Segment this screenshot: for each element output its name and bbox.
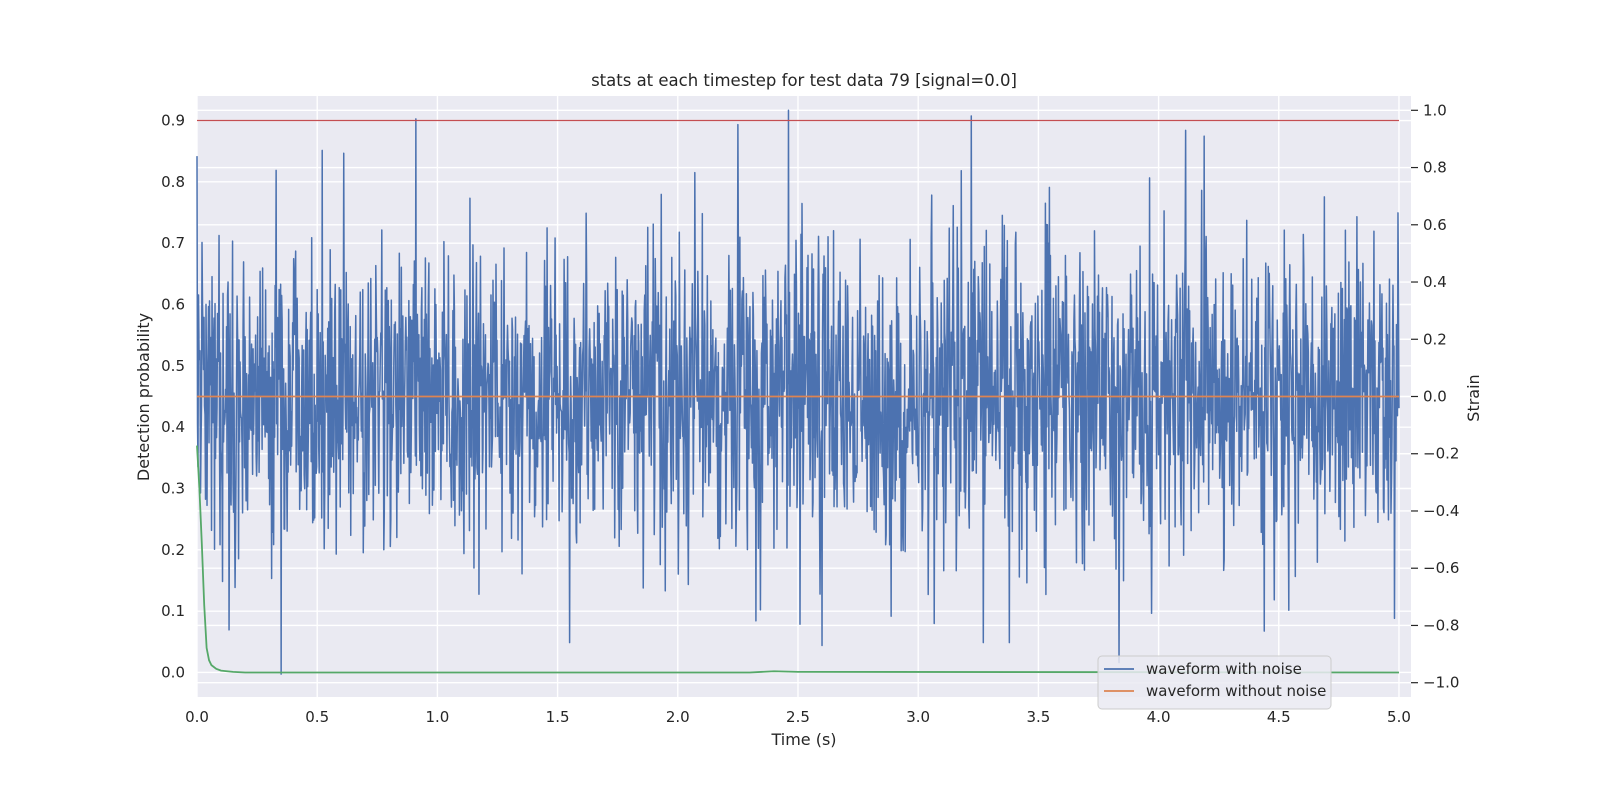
y-right-tick-label: 1.0 — [1423, 101, 1447, 119]
x-tick-label: 1.5 — [546, 708, 570, 726]
y-right-tick-label: 0.8 — [1423, 159, 1447, 177]
y-left-tick-label: 0.8 — [161, 173, 185, 191]
series-line-waveform-with-noise — [196, 109, 1400, 675]
ticks: 0.0 0.5 1.0 1.5 2.0 2.5 3.0 3.5 4.0 4.5 5.0 0.0 0.1 0… — [161, 101, 1459, 726]
legend-box — [1097, 655, 1332, 710]
y-left-tick-label: 0.5 — [161, 357, 185, 375]
y-left-tick-label: 0.4 — [161, 418, 185, 436]
x-tick-label: 2.5 — [786, 708, 810, 726]
x-tick-label: 3.5 — [1026, 708, 1050, 726]
x-tick-label: 5.0 — [1387, 708, 1411, 726]
y-left-tick-label: 0.6 — [161, 296, 185, 314]
x-tick-label: 1.0 — [425, 708, 449, 726]
y-left-tick-label: 0.0 — [161, 663, 185, 681]
x-tick-label: 0.0 — [185, 708, 209, 726]
legend-entry: waveform with noise — [1146, 660, 1302, 678]
x-tick-label: 4.0 — [1147, 708, 1171, 726]
y-right-tick-label: −1.0 — [1423, 674, 1459, 692]
y-right-tick-label: 0.0 — [1423, 388, 1447, 406]
y-right-tick-label: 0.6 — [1423, 216, 1447, 234]
series-layer — [196, 109, 1400, 675]
series-line-2 — [196, 445, 1399, 674]
y-axis-label-right: Strain — [1464, 374, 1483, 421]
legend: waveform with noise waveform without nois… — [1097, 655, 1332, 710]
y-left-tick-label: 0.7 — [161, 234, 185, 252]
y-right-tick-label: 0.4 — [1423, 273, 1447, 291]
y-left-tick-label: 0.1 — [161, 602, 185, 620]
y-right-tick-label: −0.8 — [1423, 616, 1459, 634]
y-right-tick-label: 0.2 — [1423, 330, 1447, 348]
y-right-tick-label: −0.2 — [1423, 445, 1459, 463]
y-left-tick-label: 0.9 — [161, 112, 185, 130]
x-tick-label: 3.0 — [906, 708, 930, 726]
y-left-tick-label: 0.2 — [161, 541, 185, 559]
y-right-tick-label: −0.4 — [1423, 502, 1459, 520]
x-tick-label: 4.5 — [1267, 708, 1291, 726]
chart-title: stats at each timestep for test data 79 … — [591, 71, 1017, 90]
x-axis-label: Time (s) — [770, 730, 836, 749]
x-tick-label: 2.0 — [666, 708, 690, 726]
x-tick-label: 0.5 — [305, 708, 329, 726]
y-axis-label-left: Detection probability — [134, 313, 153, 481]
y-left-tick-label: 0.3 — [161, 479, 185, 497]
y-right-tick-label: −0.6 — [1423, 559, 1459, 577]
legend-entry: waveform without noise — [1146, 682, 1326, 700]
